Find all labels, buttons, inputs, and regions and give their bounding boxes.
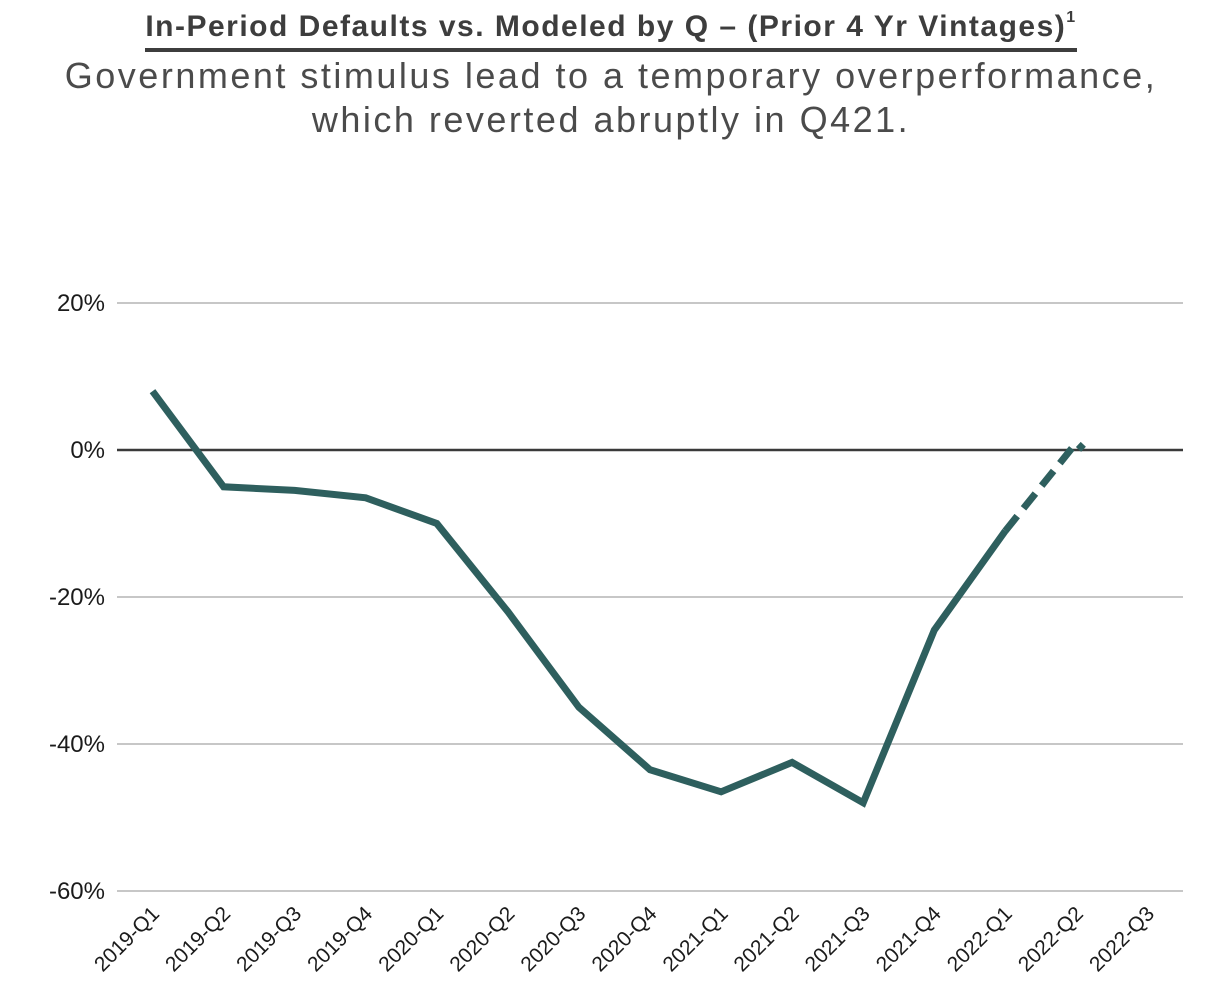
x-axis-label: 2022-Q2	[1014, 902, 1088, 976]
x-axis-label: 2019-Q4	[303, 902, 377, 976]
x-axis-label: 2020-Q2	[445, 902, 519, 976]
x-axis-label: 2021-Q2	[730, 902, 804, 976]
x-axis-label: 2022-Q3	[1085, 902, 1159, 976]
x-axis-label: 2021-Q1	[659, 902, 733, 976]
y-axis-label: 20%	[57, 290, 105, 317]
subtitle-line-2: which reverted abruptly in Q421.	[311, 98, 911, 140]
series-line-projected	[1002, 437, 1086, 534]
x-axis-label: 2019-Q3	[232, 902, 306, 976]
x-axis-label: 2020-Q1	[374, 902, 448, 976]
subtitle: Government stimulus lead to a temporary …	[0, 54, 1222, 142]
x-axis-label: 2020-Q4	[587, 902, 661, 976]
subtitle-line-1: Government stimulus lead to a temporary …	[64, 55, 1158, 96]
page-title: In-Period Defaults vs. Modeled by Q – (P…	[145, 10, 1077, 52]
x-axis-label: 2021-Q4	[872, 902, 946, 976]
x-axis-label: 2019-Q1	[90, 902, 164, 976]
x-axis-label: 2022-Q1	[943, 902, 1017, 976]
y-axis-label: -40%	[49, 731, 105, 758]
x-axis-label: 2021-Q3	[801, 902, 875, 976]
y-axis-label: -60%	[49, 878, 105, 905]
y-axis-label: -20%	[49, 584, 105, 611]
page-title-label: In-Period Defaults vs. Modeled by Q – (P…	[145, 10, 1067, 43]
header: In-Period Defaults vs. Modeled by Q – (P…	[0, 10, 1222, 142]
series-line-actual	[149, 389, 1009, 808]
x-axis-label: 2020-Q3	[516, 902, 590, 976]
title-footnote-superscript: 1	[1066, 9, 1077, 26]
y-axis-label: 0%	[70, 437, 105, 464]
page-title-text: In-Period Defaults vs. Modeled by Q – (P…	[145, 9, 1077, 52]
x-axis-label: 2019-Q2	[161, 902, 235, 976]
